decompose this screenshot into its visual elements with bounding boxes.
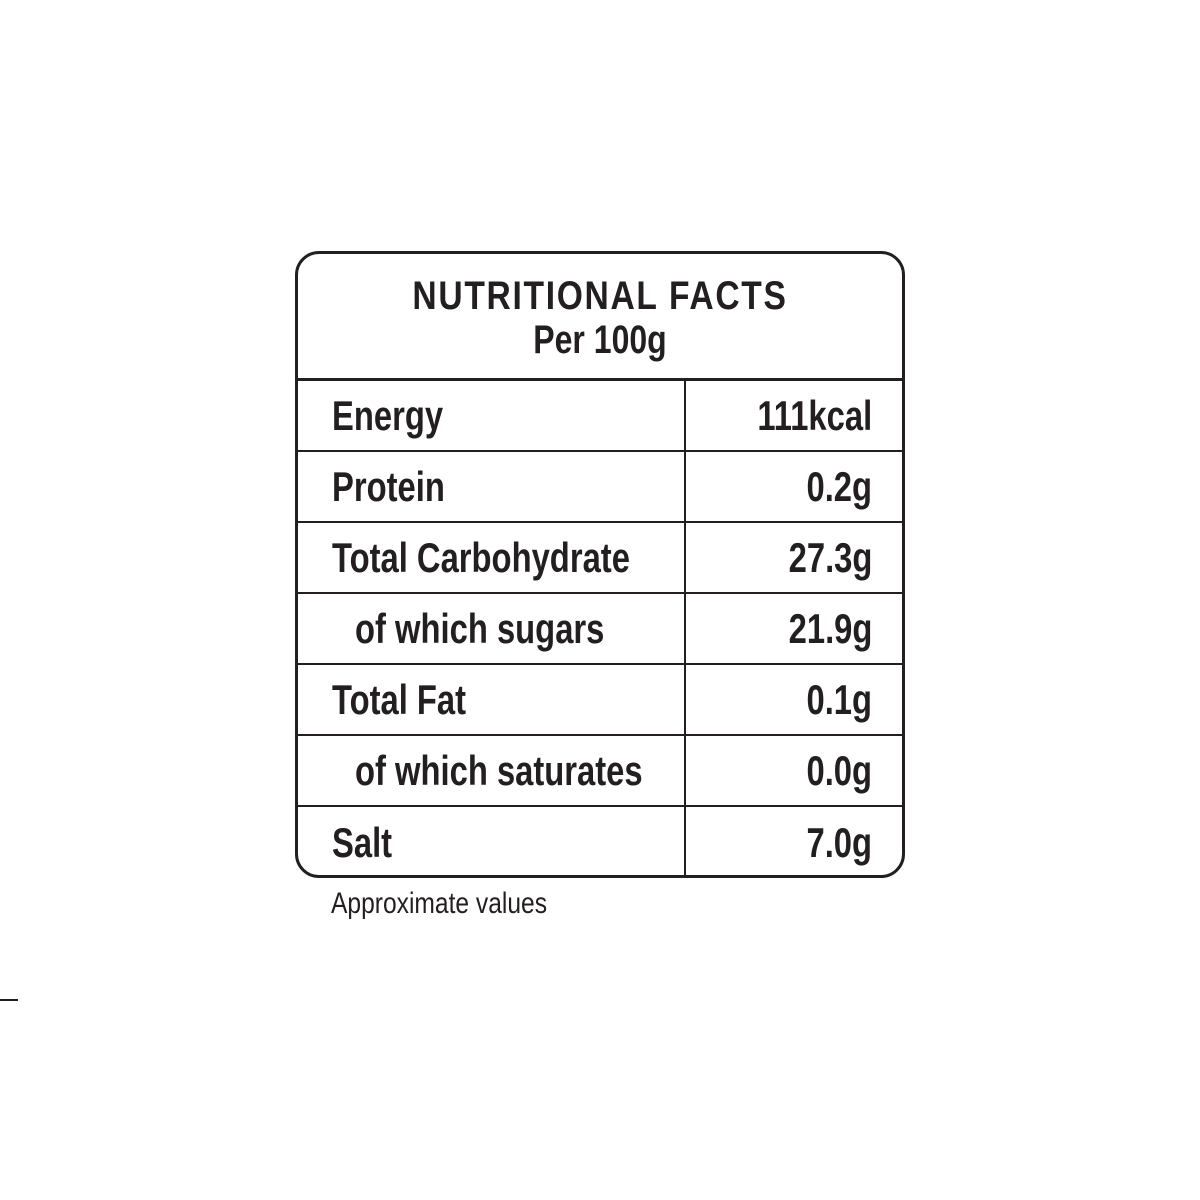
nutrient-value: 7.0g — [806, 818, 872, 866]
nutrient-value: 0.2g — [806, 462, 872, 510]
nutrient-value: 0.1g — [806, 675, 872, 723]
nutrient-value-cell: 0.2g — [686, 452, 902, 521]
nutrient-label-cell: Salt — [298, 807, 686, 875]
nutrient-row-total-fat: Total Fat 0.1g — [298, 665, 902, 736]
nutrient-row-sugars: of which sugars 21.9g — [298, 594, 902, 665]
nutrient-row-salt: Salt 7.0g — [298, 807, 902, 875]
nutrient-name: Total Carbohydrate — [332, 533, 630, 581]
nutrient-name: Protein — [332, 462, 445, 510]
nutrient-row-saturates: of which saturates 0.0g — [298, 736, 902, 807]
nutrient-row-total-carbohydrate: Total Carbohydrate 27.3g — [298, 523, 902, 594]
nutrient-row-protein: Protein 0.2g — [298, 452, 902, 523]
nutrient-value: 111kcal — [757, 391, 872, 439]
nutrient-value-cell: 0.1g — [686, 665, 902, 734]
serving-size: Per 100g — [533, 318, 667, 362]
footnote: Approximate values — [331, 887, 548, 920]
nutrient-value: 21.9g — [788, 604, 872, 652]
nutrient-value-cell: 111kcal — [686, 381, 902, 450]
nutrient-row-energy: Energy 111kcal — [298, 381, 902, 452]
nutrient-label-cell: of which saturates — [298, 736, 686, 805]
edge-divider — [0, 999, 18, 1001]
nutrient-name: of which saturates — [355, 746, 643, 794]
nutrient-name: Total Fat — [332, 675, 467, 723]
nutrient-value: 0.0g — [806, 746, 872, 794]
nutrition-facts-panel: NUTRITIONAL FACTS Per 100g Energy 111kca… — [295, 251, 905, 878]
nutrient-label-cell: Total Fat — [298, 665, 686, 734]
nutrient-label-cell: Energy — [298, 381, 686, 450]
nutrient-value-cell: 21.9g — [686, 594, 902, 663]
nutrient-label-cell: Total Carbohydrate — [298, 523, 686, 592]
nutrient-label-cell: of which sugars — [298, 594, 686, 663]
nutrient-value-cell: 7.0g — [686, 807, 902, 875]
nutrient-value-cell: 0.0g — [686, 736, 902, 805]
nutrient-value: 27.3g — [788, 533, 872, 581]
nutrient-value-cell: 27.3g — [686, 523, 902, 592]
nutrient-label-cell: Protein — [298, 452, 686, 521]
nutrient-name: Energy — [332, 391, 444, 439]
nutrition-header: NUTRITIONAL FACTS Per 100g — [298, 254, 902, 381]
nutrition-title: NUTRITIONAL FACTS — [412, 274, 788, 318]
nutrient-name: of which sugars — [355, 604, 605, 652]
nutrient-name: Salt — [332, 818, 393, 866]
